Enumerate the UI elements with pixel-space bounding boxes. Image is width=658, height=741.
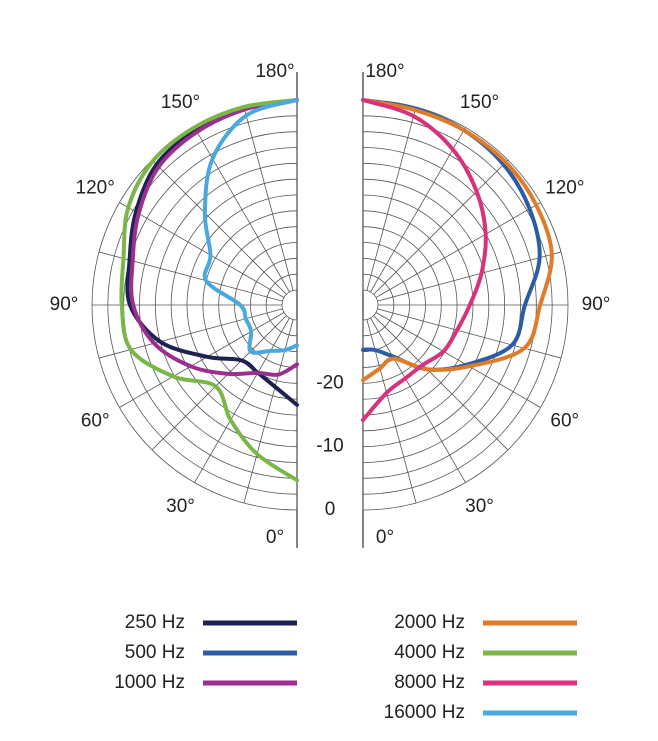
r-tick-label: 0 [325, 499, 336, 520]
legend-label: 2000 Hz [394, 612, 465, 633]
legend-label: 4000 Hz [394, 642, 465, 663]
legend-label: 1000 Hz [114, 672, 185, 693]
angle-label: 180° [255, 61, 294, 82]
spoke [377, 308, 562, 359]
hole [281, 289, 298, 321]
angle-label: 150° [161, 92, 200, 113]
spoke [194, 317, 290, 483]
spoke [119, 312, 285, 408]
spoke [151, 159, 287, 295]
angle-label: 180° [365, 61, 404, 82]
response-curve [361, 98, 542, 372]
hole [362, 289, 379, 321]
angle-label: 0° [266, 527, 284, 548]
spoke [373, 159, 509, 295]
angle-label: 90° [582, 294, 611, 315]
legend-label: 16000 Hz [384, 702, 465, 723]
spoke [194, 127, 290, 293]
response-curve [361, 98, 488, 423]
spoke [375, 202, 541, 298]
r-tick-label: -20 [316, 372, 343, 393]
spoke [98, 308, 283, 359]
angle-label: 30° [465, 496, 494, 517]
response-curve [119, 98, 299, 483]
response-curve [129, 98, 299, 377]
spoke [373, 315, 509, 451]
legend-label: 8000 Hz [394, 672, 465, 693]
angle-label: 30° [166, 496, 195, 517]
angle-label: 60° [81, 411, 110, 432]
spoke [377, 251, 562, 302]
spoke [370, 127, 466, 293]
angle-label: 90° [50, 294, 79, 315]
angle-label: 0° [376, 527, 394, 548]
spoke [151, 315, 287, 451]
angle-label: 150° [460, 92, 499, 113]
response-curve [202, 98, 299, 355]
legend-label: 500 Hz [125, 642, 185, 663]
spoke [119, 202, 285, 298]
spoke [366, 106, 417, 291]
response-curve [361, 98, 554, 383]
angle-label: 120° [76, 178, 115, 199]
spoke [243, 106, 294, 291]
spoke [370, 317, 466, 483]
spoke [366, 319, 417, 504]
angle-label: 60° [550, 411, 579, 432]
spoke [375, 312, 541, 408]
r-tick-label: -10 [316, 436, 343, 457]
angle-label: 120° [545, 178, 584, 199]
legend-label: 250 Hz [125, 612, 185, 633]
